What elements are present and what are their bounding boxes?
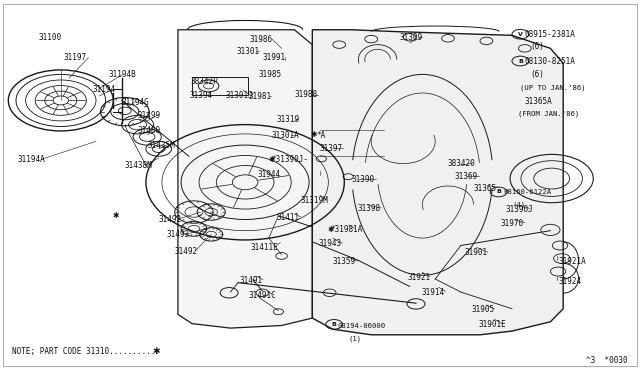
Text: 31943: 31943 — [318, 239, 341, 248]
Text: ✱: ✱ — [268, 155, 275, 164]
Text: B: B — [518, 58, 523, 64]
Text: ✱: ✱ — [310, 130, 317, 139]
Text: 31301: 31301 — [237, 47, 260, 56]
Text: 31901E: 31901E — [479, 320, 506, 329]
Text: *31981A: *31981A — [330, 225, 363, 234]
Text: *31390J-: *31390J- — [271, 155, 308, 164]
Text: 31491: 31491 — [239, 276, 262, 285]
Text: 31491C: 31491C — [248, 291, 276, 300]
Text: 31435M: 31435M — [147, 141, 175, 150]
Text: *A: *A — [316, 131, 325, 140]
Text: 08160-6122A: 08160-6122A — [503, 189, 551, 195]
Text: 31480: 31480 — [138, 126, 161, 135]
Text: 31365A: 31365A — [525, 97, 552, 106]
Text: 31438M: 31438M — [125, 161, 152, 170]
Text: 31365: 31365 — [474, 184, 497, 193]
Bar — [192, 77, 248, 95]
Text: NOTE; PART CODE 31310..........: NOTE; PART CODE 31310.......... — [12, 347, 155, 356]
Text: 31309: 31309 — [399, 33, 422, 42]
Text: 31390: 31390 — [352, 175, 375, 184]
Text: 31411: 31411 — [276, 213, 300, 222]
Text: 31194B: 31194B — [109, 70, 136, 79]
Text: 383420: 383420 — [448, 159, 476, 168]
Text: 31397: 31397 — [320, 144, 343, 153]
Polygon shape — [178, 30, 312, 328]
Text: 08915-2381A: 08915-2381A — [525, 30, 575, 39]
Text: 31901: 31901 — [465, 248, 488, 257]
Text: 31197: 31197 — [64, 53, 87, 62]
Text: 31991: 31991 — [262, 53, 285, 62]
Polygon shape — [312, 30, 563, 335]
Text: 31493: 31493 — [166, 230, 189, 239]
Text: 31499: 31499 — [138, 111, 161, 120]
Text: 31319M: 31319M — [301, 196, 328, 205]
Text: (FROM JAN.'86): (FROM JAN.'86) — [518, 110, 580, 117]
Text: (1): (1) — [349, 335, 362, 342]
Text: 31394: 31394 — [189, 92, 212, 100]
Text: (4): (4) — [512, 202, 525, 208]
Text: 31970: 31970 — [500, 219, 524, 228]
Text: 31301A: 31301A — [271, 131, 299, 140]
Text: (UP TO JAN.'86): (UP TO JAN.'86) — [520, 84, 586, 91]
Text: 31390J: 31390J — [506, 205, 533, 214]
Text: 31359: 31359 — [333, 257, 356, 266]
Text: 08130-8251A: 08130-8251A — [525, 57, 575, 65]
Text: 38342P: 38342P — [191, 77, 218, 86]
Text: 31492: 31492 — [159, 215, 182, 224]
Text: 31194G: 31194G — [122, 98, 149, 107]
Text: ✱: ✱ — [112, 211, 118, 220]
Text: 31492: 31492 — [174, 247, 197, 256]
Text: 31194A: 31194A — [18, 155, 45, 164]
Text: 31944: 31944 — [257, 170, 280, 179]
Text: 31100: 31100 — [38, 33, 61, 42]
Text: ^3  *0030: ^3 *0030 — [586, 356, 627, 365]
Text: B: B — [332, 322, 337, 327]
Text: 31319: 31319 — [276, 115, 300, 124]
Text: 31985: 31985 — [259, 70, 282, 79]
Text: 08194-06000: 08194-06000 — [338, 323, 386, 328]
Text: 31924: 31924 — [558, 277, 581, 286]
Text: V: V — [518, 32, 523, 37]
Text: 31301J: 31301J — [225, 92, 253, 100]
Text: ✱: ✱ — [152, 347, 160, 356]
Text: ✱: ✱ — [327, 225, 333, 234]
Text: (6): (6) — [530, 42, 544, 51]
Text: 31411E: 31411E — [251, 243, 278, 252]
Text: 31981: 31981 — [248, 92, 271, 101]
Text: 31921A: 31921A — [558, 257, 586, 266]
Text: 31905: 31905 — [471, 305, 494, 314]
Text: 31921: 31921 — [407, 273, 430, 282]
Text: 31988: 31988 — [294, 90, 317, 99]
Text: 31914: 31914 — [421, 288, 444, 296]
Text: 31369: 31369 — [454, 172, 477, 181]
Text: 31194: 31194 — [93, 85, 116, 94]
Text: 31986: 31986 — [250, 35, 273, 44]
Text: (6): (6) — [530, 70, 544, 79]
Text: 31398: 31398 — [357, 204, 380, 213]
Text: B: B — [496, 189, 501, 195]
